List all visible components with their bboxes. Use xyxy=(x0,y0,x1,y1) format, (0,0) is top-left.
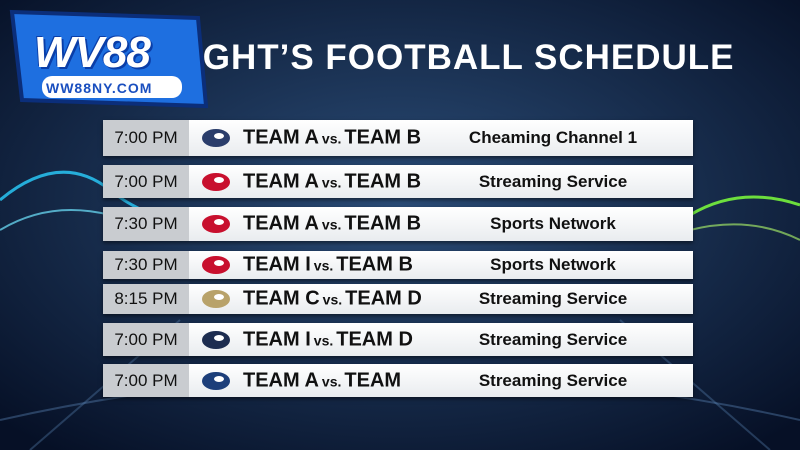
team-home: TEAM I xyxy=(243,253,311,276)
team-logo xyxy=(202,215,230,233)
team-logo xyxy=(202,290,230,308)
channel: Streaming Service xyxy=(478,329,628,349)
team-away: TEAM B xyxy=(344,170,422,192)
team-away: TEAM B xyxy=(344,212,422,235)
versus: vs. xyxy=(313,257,334,274)
game-time: 7:30 PM xyxy=(103,251,189,279)
game-time: 7:00 PM xyxy=(103,323,189,356)
logo-name: WV88 xyxy=(34,28,151,77)
team-home: TEAM A xyxy=(243,126,319,149)
team-home: TEAM I xyxy=(243,328,311,350)
versus: vs. xyxy=(321,174,342,190)
team-away: TEAM D xyxy=(336,328,413,350)
logo-site: WW88NY.COM xyxy=(46,80,153,96)
game-time: 7:00 PM xyxy=(103,364,189,397)
team-home: TEAM A xyxy=(243,369,319,391)
channel: Sports Network xyxy=(490,214,616,233)
game-time: 7:00 PM xyxy=(103,120,189,156)
team-logo xyxy=(202,256,230,274)
team-home: TEAM A xyxy=(243,170,319,192)
versus: vs. xyxy=(321,216,342,233)
team-away: TEAM D xyxy=(345,287,422,310)
team-away: TEAM xyxy=(344,369,402,391)
game-time: 7:30 PM xyxy=(103,207,189,241)
game-time: 7:00 PM xyxy=(103,165,189,198)
title: IGHT’S FOOTBALL SCHEDULE xyxy=(192,38,735,77)
channel: Cheaming Channel 1 xyxy=(468,128,638,147)
team-home: TEAM A xyxy=(243,212,319,235)
game-time: 8:15 PM xyxy=(103,284,189,314)
versus: vs. xyxy=(321,373,342,389)
team-logo xyxy=(202,330,230,349)
versus: vs. xyxy=(321,130,342,147)
versus: vs. xyxy=(322,291,343,308)
team-home: TEAM C xyxy=(243,287,320,310)
channel: Sports Network xyxy=(490,255,616,274)
team-away: TEAM B xyxy=(344,126,422,149)
logo-badge xyxy=(9,9,208,109)
channel: Streaming Service xyxy=(478,370,628,390)
team-logo xyxy=(202,172,230,191)
channel: Streaming Service xyxy=(478,289,628,308)
team-logo xyxy=(202,129,230,147)
logo: WV88 WW88NY.COM xyxy=(8,8,208,110)
team-away: TEAM B xyxy=(336,253,413,276)
team-logo xyxy=(202,371,230,390)
channel: Streaming Service xyxy=(478,171,628,191)
versus: vs. xyxy=(313,332,334,348)
